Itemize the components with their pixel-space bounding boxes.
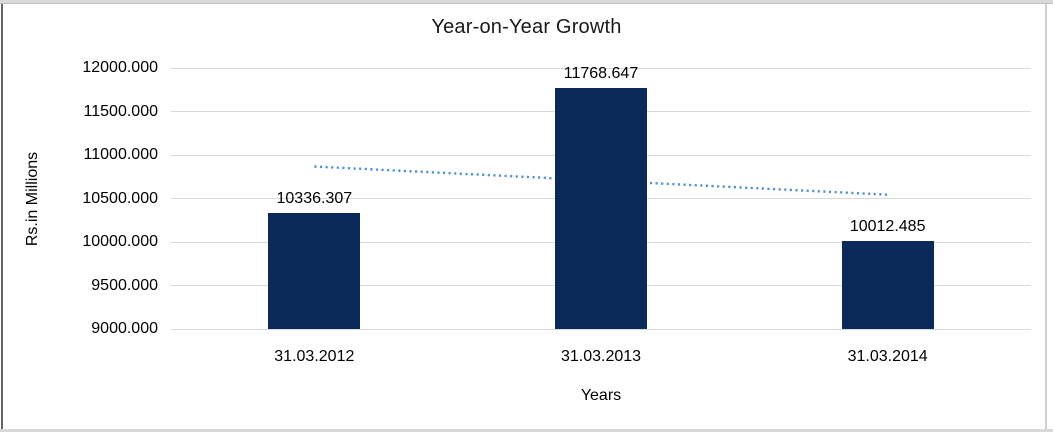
chart-title: Year-on-Year Growth xyxy=(431,16,622,38)
y-tick-label: 10500.000 xyxy=(82,189,158,207)
bar xyxy=(555,88,647,329)
y-tick-label: 9500.000 xyxy=(91,276,158,294)
bar-data-label: 11768.647 xyxy=(563,65,639,83)
gridline xyxy=(171,328,1031,330)
y-tick-label: 11000.000 xyxy=(83,146,158,163)
x-axis-title: Years xyxy=(580,387,622,404)
frame-border-right xyxy=(1045,4,1047,429)
y-tick-label: 12000.000 xyxy=(82,59,158,76)
frame-border-top xyxy=(0,0,1053,4)
bar-data-label: 10012.485 xyxy=(849,217,926,235)
x-category-label: 31.03.2012 xyxy=(274,348,355,365)
x-category-label: 31.03.2014 xyxy=(847,348,928,365)
gridline xyxy=(171,67,1031,69)
frame-border-left xyxy=(1,4,3,429)
bar xyxy=(841,240,934,329)
frame-border-bottom xyxy=(0,429,1053,432)
bar-data-label: 10336.307 xyxy=(276,189,353,207)
bar xyxy=(268,212,361,329)
x-category-label: 31.03.2013 xyxy=(560,348,642,365)
y-tick-label: 10000.000 xyxy=(82,233,158,250)
y-tick-label: 11500.000 xyxy=(83,102,158,120)
y-tick-label: 9000.000 xyxy=(91,320,158,337)
